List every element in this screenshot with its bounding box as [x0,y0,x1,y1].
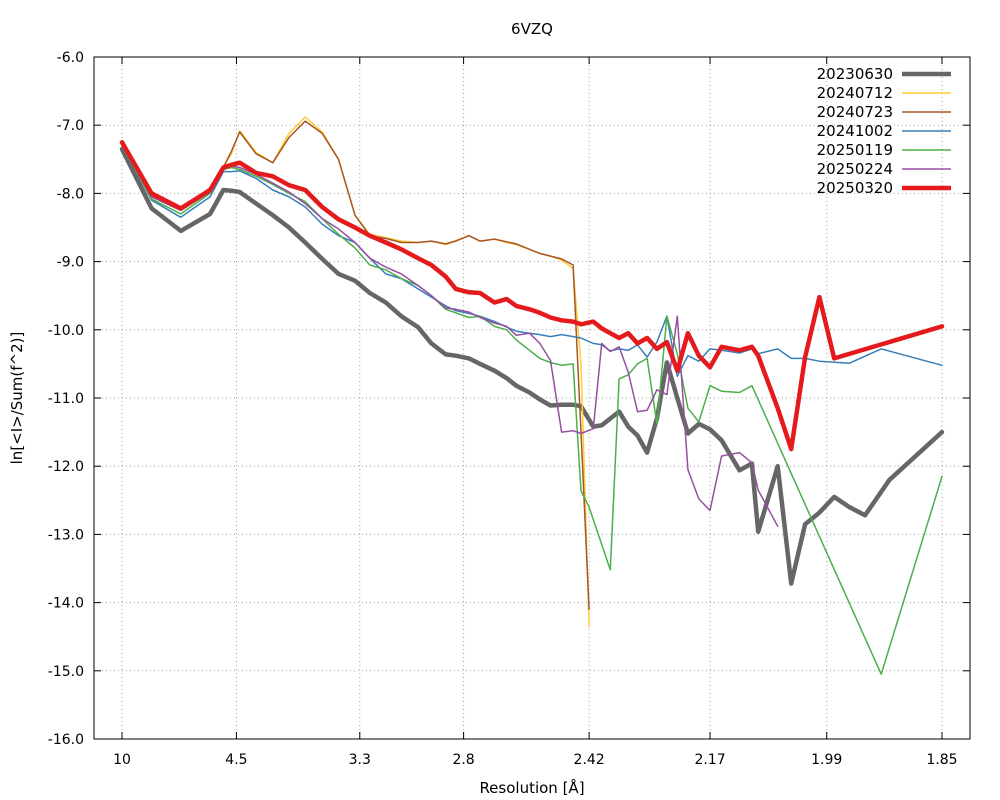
legend-label-20240723: 20240723 [817,103,893,121]
x-tick-label: 3.3 [349,752,371,768]
y-tick-label: -8.0 [57,186,84,202]
y-tick-label: -16.0 [48,732,84,748]
series-line-20250119 [121,144,943,675]
chart-title: 6VZQ [511,20,553,38]
y-axis-label: ln[<I>/Sum(f^2)] [8,332,26,465]
series-line-20250224 [121,144,779,527]
x-tick-label: 2.42 [574,752,605,768]
x-tick-label: 2.17 [694,752,725,768]
x-tick-label: 2.8 [452,752,474,768]
y-tick-label: -12.0 [48,459,84,475]
legend-label-20240712: 20240712 [817,84,893,102]
series-line-20250320 [119,140,945,452]
x-tick-label: 4.5 [225,752,247,768]
y-tick-label: -9.0 [57,255,84,271]
legend-label-20241002: 20241002 [817,122,893,140]
x-tick-label: 1.99 [811,752,842,768]
legend-label-20250320: 20250320 [817,179,893,197]
y-tick-label: -13.0 [48,527,84,543]
x-axis-label: Resolution [Å] [479,778,584,797]
y-tick-label: -6.0 [57,50,84,66]
y-tick-label: -14.0 [48,596,84,612]
axis-ticks: -6.0 -7.0 -8.0 -9.0 -10.0 -11.0 -12.0 -13.0 -14.… [48,50,970,768]
legend-label-20230630: 20230630 [817,65,893,83]
series-line-20241002 [121,144,943,377]
y-tick-label: -10.0 [48,323,84,339]
series-line-20240723 [121,120,590,611]
series-line-20230630 [119,146,945,586]
y-tick-label: -7.0 [57,118,84,134]
legend: 2023063020240712202407232024100220250119… [817,65,951,197]
legend-label-20250119: 20250119 [817,141,893,159]
x-tick-label: 1.85 [926,752,957,768]
series-lines [119,116,945,675]
x-tick-label: 10 [113,752,131,768]
y-tick-label: -15.0 [48,664,84,680]
y-tick-label: -11.0 [48,391,84,407]
legend-label-20250224: 20250224 [817,160,893,178]
